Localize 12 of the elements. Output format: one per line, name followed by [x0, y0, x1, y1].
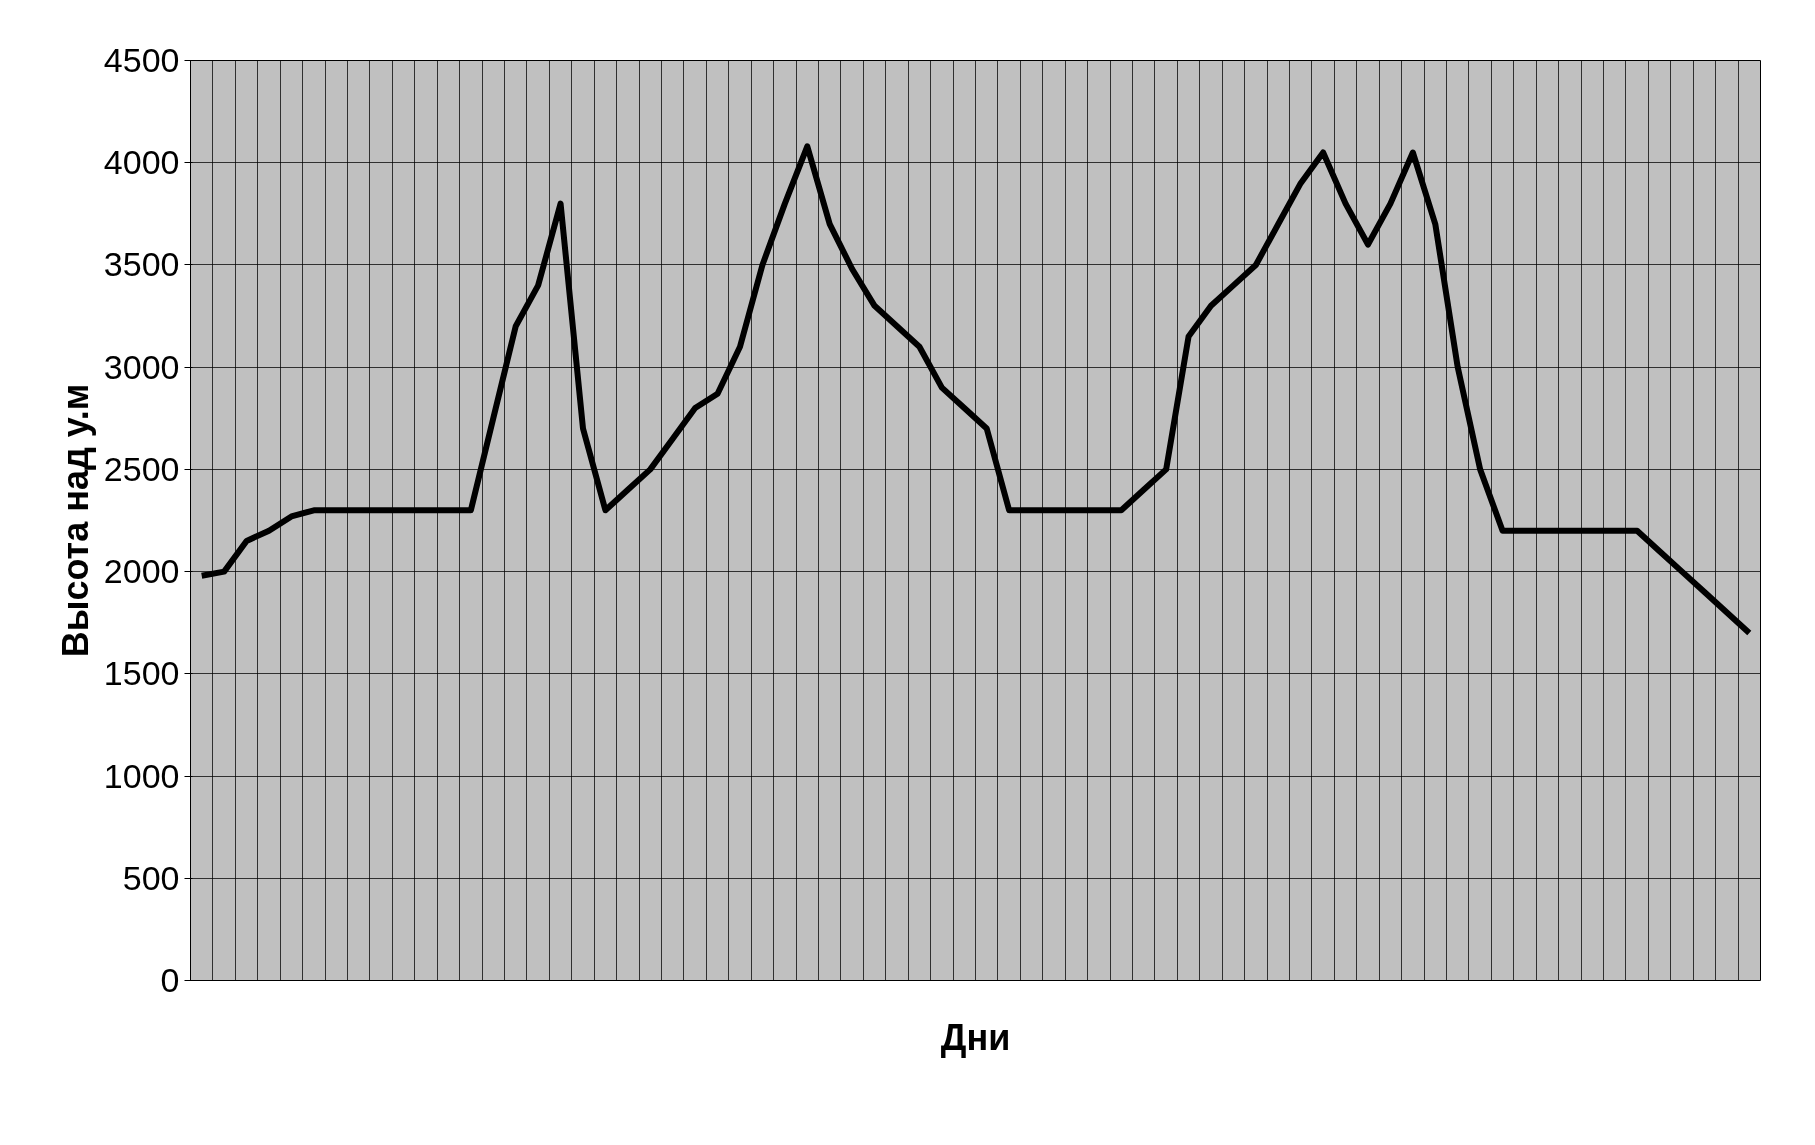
- y-tick-label: 500: [122, 858, 180, 897]
- y-tick-label: 1000: [103, 756, 180, 795]
- x-axis-title: Дни: [940, 1016, 1011, 1058]
- y-tick-label: 4000: [103, 143, 180, 182]
- y-tick-label: 0: [160, 961, 180, 999]
- y-tick-label: 3500: [103, 245, 180, 284]
- y-tick-label: 1500: [103, 654, 180, 693]
- y-tick-label: 2000: [103, 552, 180, 591]
- y-tick-label: 3000: [103, 347, 180, 386]
- y-tick-label: 4500: [103, 41, 180, 79]
- y-tick-label: 2500: [103, 449, 180, 488]
- y-axis-title: Высота над у.м: [54, 383, 96, 658]
